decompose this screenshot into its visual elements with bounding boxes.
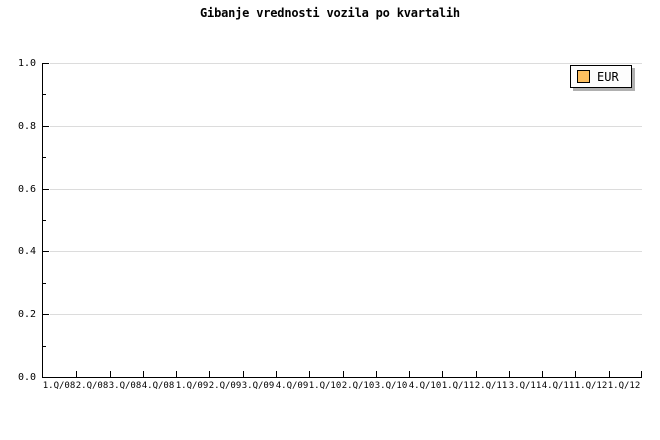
plot-area xyxy=(42,63,642,378)
x-tick xyxy=(542,371,543,377)
x-tick-label: 1.Q/12 xyxy=(607,381,641,391)
x-tick xyxy=(209,371,210,377)
x-tick xyxy=(110,371,111,377)
y-tick-major xyxy=(43,63,49,64)
legend-swatch-eur xyxy=(577,70,590,83)
y-tick-major xyxy=(43,126,49,127)
chart-title: Gibanje vrednosti vozila po kvartalih xyxy=(200,6,460,20)
x-tick xyxy=(76,371,77,377)
y-gridline xyxy=(50,126,642,127)
x-tick xyxy=(509,371,510,377)
x-tick xyxy=(442,371,443,377)
y-tick-minor xyxy=(43,220,46,221)
y-tick-minor xyxy=(43,94,46,95)
y-tick-label: 0.6 xyxy=(17,184,36,195)
x-tick xyxy=(575,371,576,377)
x-tick-label: 2.Q/09 xyxy=(208,381,242,391)
y-tick-minor xyxy=(43,346,46,347)
y-gridline xyxy=(50,63,642,64)
y-tick-minor xyxy=(43,283,46,284)
x-tick-label: 2.Q/10 xyxy=(341,381,375,391)
x-tick xyxy=(276,371,277,377)
y-gridline xyxy=(50,314,642,315)
x-tick-label: 2.Q/11 xyxy=(474,381,508,391)
y-tick-label: 0.0 xyxy=(17,372,36,383)
y-tick-label: 0.2 xyxy=(17,309,36,320)
x-tick-label: 1.Q/09 xyxy=(175,381,209,391)
x-tick xyxy=(641,371,642,377)
y-tick-label: 0.4 xyxy=(17,246,36,257)
x-tick-label: 3.Q/08 xyxy=(108,381,142,391)
x-tick xyxy=(476,371,477,377)
x-tick-label: 2.Q/08 xyxy=(75,381,109,391)
x-tick-label: 4.Q/09 xyxy=(275,381,309,391)
x-tick-label: 4.Q/08 xyxy=(141,381,175,391)
x-tick xyxy=(409,371,410,377)
y-tick-major xyxy=(43,189,49,190)
x-tick-label: 3.Q/09 xyxy=(241,381,275,391)
x-tick xyxy=(176,371,177,377)
x-tick-label: 4.Q/10 xyxy=(408,381,442,391)
y-tick-minor xyxy=(43,157,46,158)
legend-label-eur: EUR xyxy=(597,69,619,84)
x-tick xyxy=(243,371,244,377)
x-tick-label: 1.Q/12 xyxy=(574,381,608,391)
y-tick-label: 1.0 xyxy=(17,58,36,69)
x-tick xyxy=(143,371,144,377)
legend: EUR xyxy=(570,65,632,88)
x-tick xyxy=(343,371,344,377)
y-tick-major xyxy=(43,314,49,315)
y-gridline xyxy=(50,189,642,190)
x-tick-label: 1.Q/08 xyxy=(42,381,76,391)
y-tick-major xyxy=(43,251,49,252)
x-tick-label: 1.Q/11 xyxy=(441,381,475,391)
x-tick xyxy=(609,371,610,377)
x-tick xyxy=(376,371,377,377)
x-tick-label: 1.Q/10 xyxy=(308,381,342,391)
x-tick-label: 4.Q/11 xyxy=(541,381,575,391)
y-tick-label: 0.8 xyxy=(17,121,36,132)
x-tick xyxy=(309,371,310,377)
x-tick-label: 3.Q/11 xyxy=(508,381,542,391)
x-tick-label: 3.Q/10 xyxy=(374,381,408,391)
y-gridline xyxy=(50,251,642,252)
